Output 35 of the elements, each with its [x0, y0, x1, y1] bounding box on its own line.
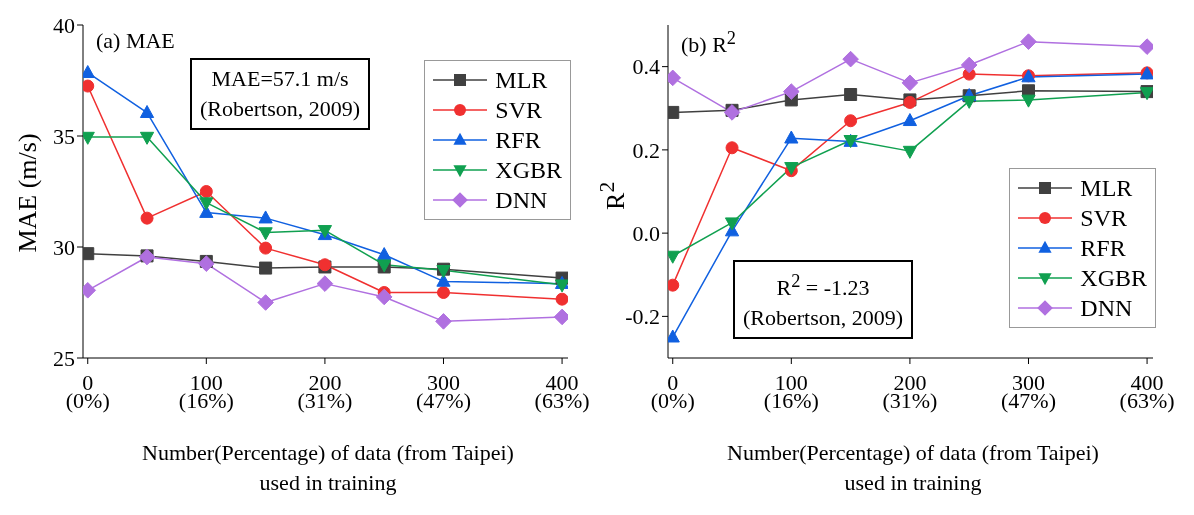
y-tick-label: -0.2 — [625, 304, 660, 330]
x-tick-label: 0 — [667, 369, 679, 395]
chart-title: (b) R$^{2}$ — [681, 28, 736, 59]
y-tick-label: 30 — [53, 234, 75, 260]
legend-label: SVR — [1080, 204, 1127, 232]
x-tick-label: 400 — [1130, 369, 1164, 395]
y-tick-label: 0.4 — [632, 54, 660, 80]
annotation: MAE=57.1 m/s (Robertson, 2009) — [190, 58, 371, 130]
legend-label: DNN — [1080, 294, 1133, 322]
annotation: R$^{2}$ = -1.23 (Robertson, 2009) — [733, 260, 914, 340]
legend-label: RFR — [1080, 234, 1126, 262]
chart-title: (a) MAE — [96, 28, 175, 54]
legend-label: DNN — [495, 186, 548, 214]
legend-label: MLR — [495, 66, 548, 94]
x-tick-label: 200 — [893, 369, 927, 395]
x-tick-label: 200 — [308, 369, 342, 395]
legend-label: MLR — [1080, 174, 1133, 202]
x-axis-title: Number(Percentage) of data (from Taipei) used in training — [141, 439, 515, 497]
x-tick-label: 100 — [774, 369, 808, 395]
x-tick-label: 300 — [426, 369, 460, 395]
x-tick-label: 0 — [82, 369, 94, 395]
legend-label: XGBR — [1080, 264, 1147, 292]
y-tick-label: 0.0 — [632, 220, 660, 246]
y-tick-label: 0.2 — [632, 137, 660, 163]
y-axis-title: MAE (m/s) — [13, 133, 43, 253]
x-axis-title: Number(Percentage) of data (from Taipei) used in training — [726, 439, 1100, 497]
y-tick-label: 25 — [53, 345, 75, 371]
legend-label: RFR — [495, 126, 541, 154]
x-tick-label: 400 — [545, 369, 579, 395]
y-tick-label: 35 — [53, 123, 75, 149]
x-tick-label: 100 — [189, 369, 223, 395]
legend-label: XGBR — [495, 156, 562, 184]
y-tick-label: 40 — [53, 12, 75, 38]
x-tick-label: 300 — [1011, 369, 1045, 395]
legend-label: SVR — [495, 96, 542, 124]
